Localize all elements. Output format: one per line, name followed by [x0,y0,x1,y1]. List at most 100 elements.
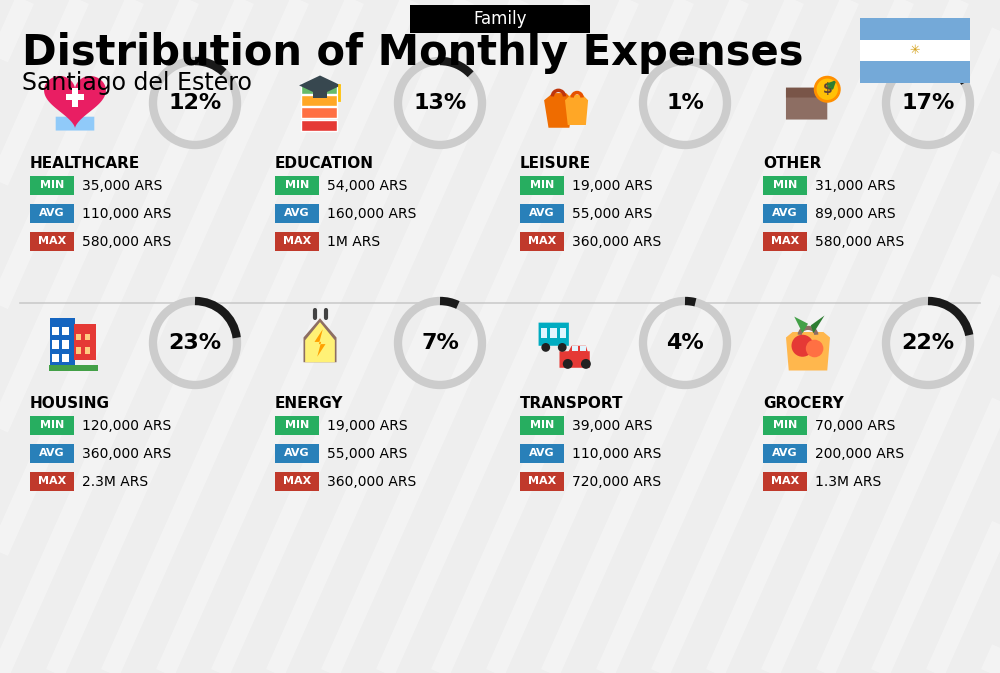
Text: Distribution of Monthly Expenses: Distribution of Monthly Expenses [22,32,804,74]
Text: HEALTHCARE: HEALTHCARE [30,155,140,170]
FancyBboxPatch shape [410,5,590,33]
Text: 360,000 ARS: 360,000 ARS [327,474,416,489]
Polygon shape [568,346,588,353]
Text: MIN: MIN [40,180,64,190]
FancyBboxPatch shape [520,232,564,251]
Text: MAX: MAX [283,476,311,487]
Text: 580,000 ARS: 580,000 ARS [815,234,904,248]
Text: 31,000 ARS: 31,000 ARS [815,178,896,192]
Text: EDUCATION: EDUCATION [275,155,374,170]
FancyBboxPatch shape [539,322,569,346]
Text: 89,000 ARS: 89,000 ARS [815,207,896,221]
FancyBboxPatch shape [52,341,59,349]
FancyBboxPatch shape [62,354,69,362]
Text: MIN: MIN [285,421,309,431]
Text: 360,000 ARS: 360,000 ARS [572,234,661,248]
Text: 120,000 ARS: 120,000 ARS [82,419,171,433]
Polygon shape [544,93,573,128]
FancyBboxPatch shape [52,326,59,334]
FancyBboxPatch shape [860,18,970,40]
Polygon shape [565,95,588,125]
Text: 35,000 ARS: 35,000 ARS [82,178,162,192]
Text: OTHER: OTHER [763,155,821,170]
Text: $: $ [822,82,832,96]
Text: ENERGY: ENERGY [275,396,344,411]
FancyBboxPatch shape [560,328,566,337]
Circle shape [792,334,814,357]
FancyBboxPatch shape [580,346,586,351]
Text: 110,000 ARS: 110,000 ARS [572,446,661,460]
Text: 55,000 ARS: 55,000 ARS [572,207,652,221]
FancyBboxPatch shape [763,472,807,491]
Circle shape [558,343,567,352]
Text: AVG: AVG [284,209,310,219]
Polygon shape [314,329,326,357]
Circle shape [806,340,823,357]
FancyBboxPatch shape [62,326,69,334]
FancyBboxPatch shape [763,416,807,435]
FancyBboxPatch shape [275,232,319,251]
Polygon shape [794,316,808,333]
Text: AVG: AVG [39,448,65,458]
Text: 19,000 ARS: 19,000 ARS [327,419,408,433]
FancyBboxPatch shape [301,120,336,131]
FancyBboxPatch shape [860,40,970,61]
FancyBboxPatch shape [520,176,564,195]
FancyBboxPatch shape [301,83,336,94]
Text: Family: Family [473,10,527,28]
Text: 19,000 ARS: 19,000 ARS [572,178,653,192]
FancyBboxPatch shape [30,232,74,251]
FancyBboxPatch shape [520,416,564,435]
FancyBboxPatch shape [85,347,90,354]
FancyBboxPatch shape [301,96,336,106]
Text: ✳: ✳ [910,44,920,57]
Text: MIN: MIN [530,180,554,190]
Text: 39,000 ARS: 39,000 ARS [572,419,652,433]
Text: 12%: 12% [168,93,222,113]
Text: MIN: MIN [530,421,554,431]
Text: 200,000 ARS: 200,000 ARS [815,446,904,460]
Text: MIN: MIN [40,421,64,431]
FancyBboxPatch shape [275,416,319,435]
FancyBboxPatch shape [572,346,578,351]
Polygon shape [44,76,106,128]
Circle shape [563,359,573,369]
FancyBboxPatch shape [49,365,98,371]
FancyBboxPatch shape [66,94,84,100]
FancyBboxPatch shape [763,444,807,463]
Text: 360,000 ARS: 360,000 ARS [82,446,171,460]
FancyBboxPatch shape [520,204,564,223]
FancyBboxPatch shape [50,318,75,367]
Text: AVG: AVG [529,448,555,458]
FancyBboxPatch shape [76,334,81,341]
FancyBboxPatch shape [30,444,74,463]
FancyBboxPatch shape [62,341,69,349]
FancyBboxPatch shape [550,328,557,337]
FancyBboxPatch shape [52,354,59,362]
Text: 54,000 ARS: 54,000 ARS [327,178,407,192]
Circle shape [815,77,839,102]
Text: MIN: MIN [773,421,797,431]
Text: 70,000 ARS: 70,000 ARS [815,419,895,433]
FancyBboxPatch shape [541,328,547,337]
Text: AVG: AVG [529,209,555,219]
Text: AVG: AVG [772,209,798,219]
FancyBboxPatch shape [76,347,81,354]
FancyBboxPatch shape [275,176,319,195]
FancyBboxPatch shape [275,204,319,223]
FancyBboxPatch shape [30,176,74,195]
Polygon shape [811,316,824,333]
Text: 2.3M ARS: 2.3M ARS [82,474,148,489]
Text: MIN: MIN [285,180,309,190]
Text: MAX: MAX [528,476,556,487]
FancyBboxPatch shape [763,232,807,251]
Text: AVG: AVG [39,209,65,219]
FancyBboxPatch shape [763,204,807,223]
FancyBboxPatch shape [74,324,96,359]
Text: LEISURE: LEISURE [520,155,591,170]
Text: TRANSPORT: TRANSPORT [520,396,624,411]
Text: GROCERY: GROCERY [763,396,844,411]
Text: HOUSING: HOUSING [30,396,110,411]
Text: 23%: 23% [168,333,222,353]
Text: 55,000 ARS: 55,000 ARS [327,446,407,460]
